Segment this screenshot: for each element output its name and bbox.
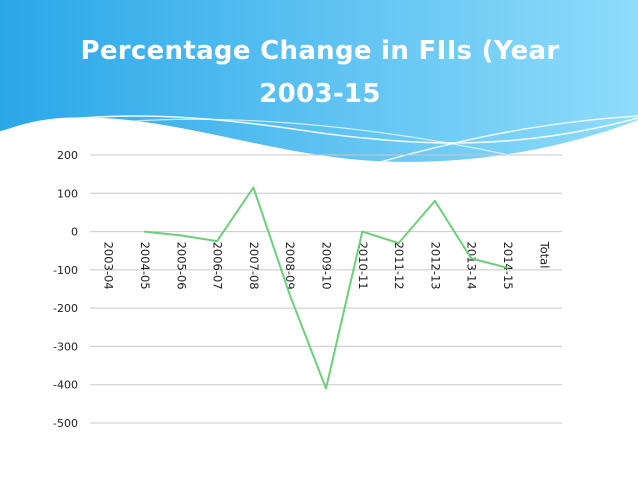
y-tick-label: 200 xyxy=(57,149,78,162)
data-point xyxy=(470,257,473,260)
y-tick-label: 100 xyxy=(57,187,78,200)
x-tick-label: 2013-14 xyxy=(465,242,479,290)
x-tick-label: 2006-07 xyxy=(211,242,225,290)
data-point xyxy=(397,242,400,244)
x-tick-label: 2009-10 xyxy=(320,242,334,290)
x-tick-label: 2010-11 xyxy=(356,242,370,290)
data-point xyxy=(506,267,509,269)
data-point xyxy=(325,387,327,390)
data-point xyxy=(179,234,182,237)
slide-title: Percentage Change in FIIs (Year 2003-15 xyxy=(80,36,560,109)
x-tick-label: 2007-08 xyxy=(247,242,261,290)
data-point xyxy=(361,230,364,233)
y-tick-label: 0 xyxy=(71,226,78,239)
y-tick-label: -300 xyxy=(53,340,78,353)
x-tick-label: 2008-09 xyxy=(283,242,297,290)
y-tick-label: -100 xyxy=(53,264,78,277)
data-point xyxy=(143,230,146,233)
data-point xyxy=(434,200,436,202)
x-tick-label: Total xyxy=(537,241,551,269)
y-tick-label: -400 xyxy=(53,379,78,392)
x-tick-label: 2003-04 xyxy=(102,242,116,290)
header-wave-background xyxy=(0,0,638,173)
x-tick-label: 2011-12 xyxy=(392,242,406,290)
data-point xyxy=(252,186,255,189)
x-tick-label: 2012-13 xyxy=(428,242,442,290)
data-point xyxy=(216,240,218,242)
data-point xyxy=(288,293,291,296)
x-tick-label: 2004-05 xyxy=(138,242,152,290)
y-tick-label: -500 xyxy=(53,417,78,430)
x-tick-label: 2005-06 xyxy=(174,242,188,290)
y-tick-label: -200 xyxy=(53,302,78,315)
x-tick-label: 2014-15 xyxy=(501,242,515,290)
